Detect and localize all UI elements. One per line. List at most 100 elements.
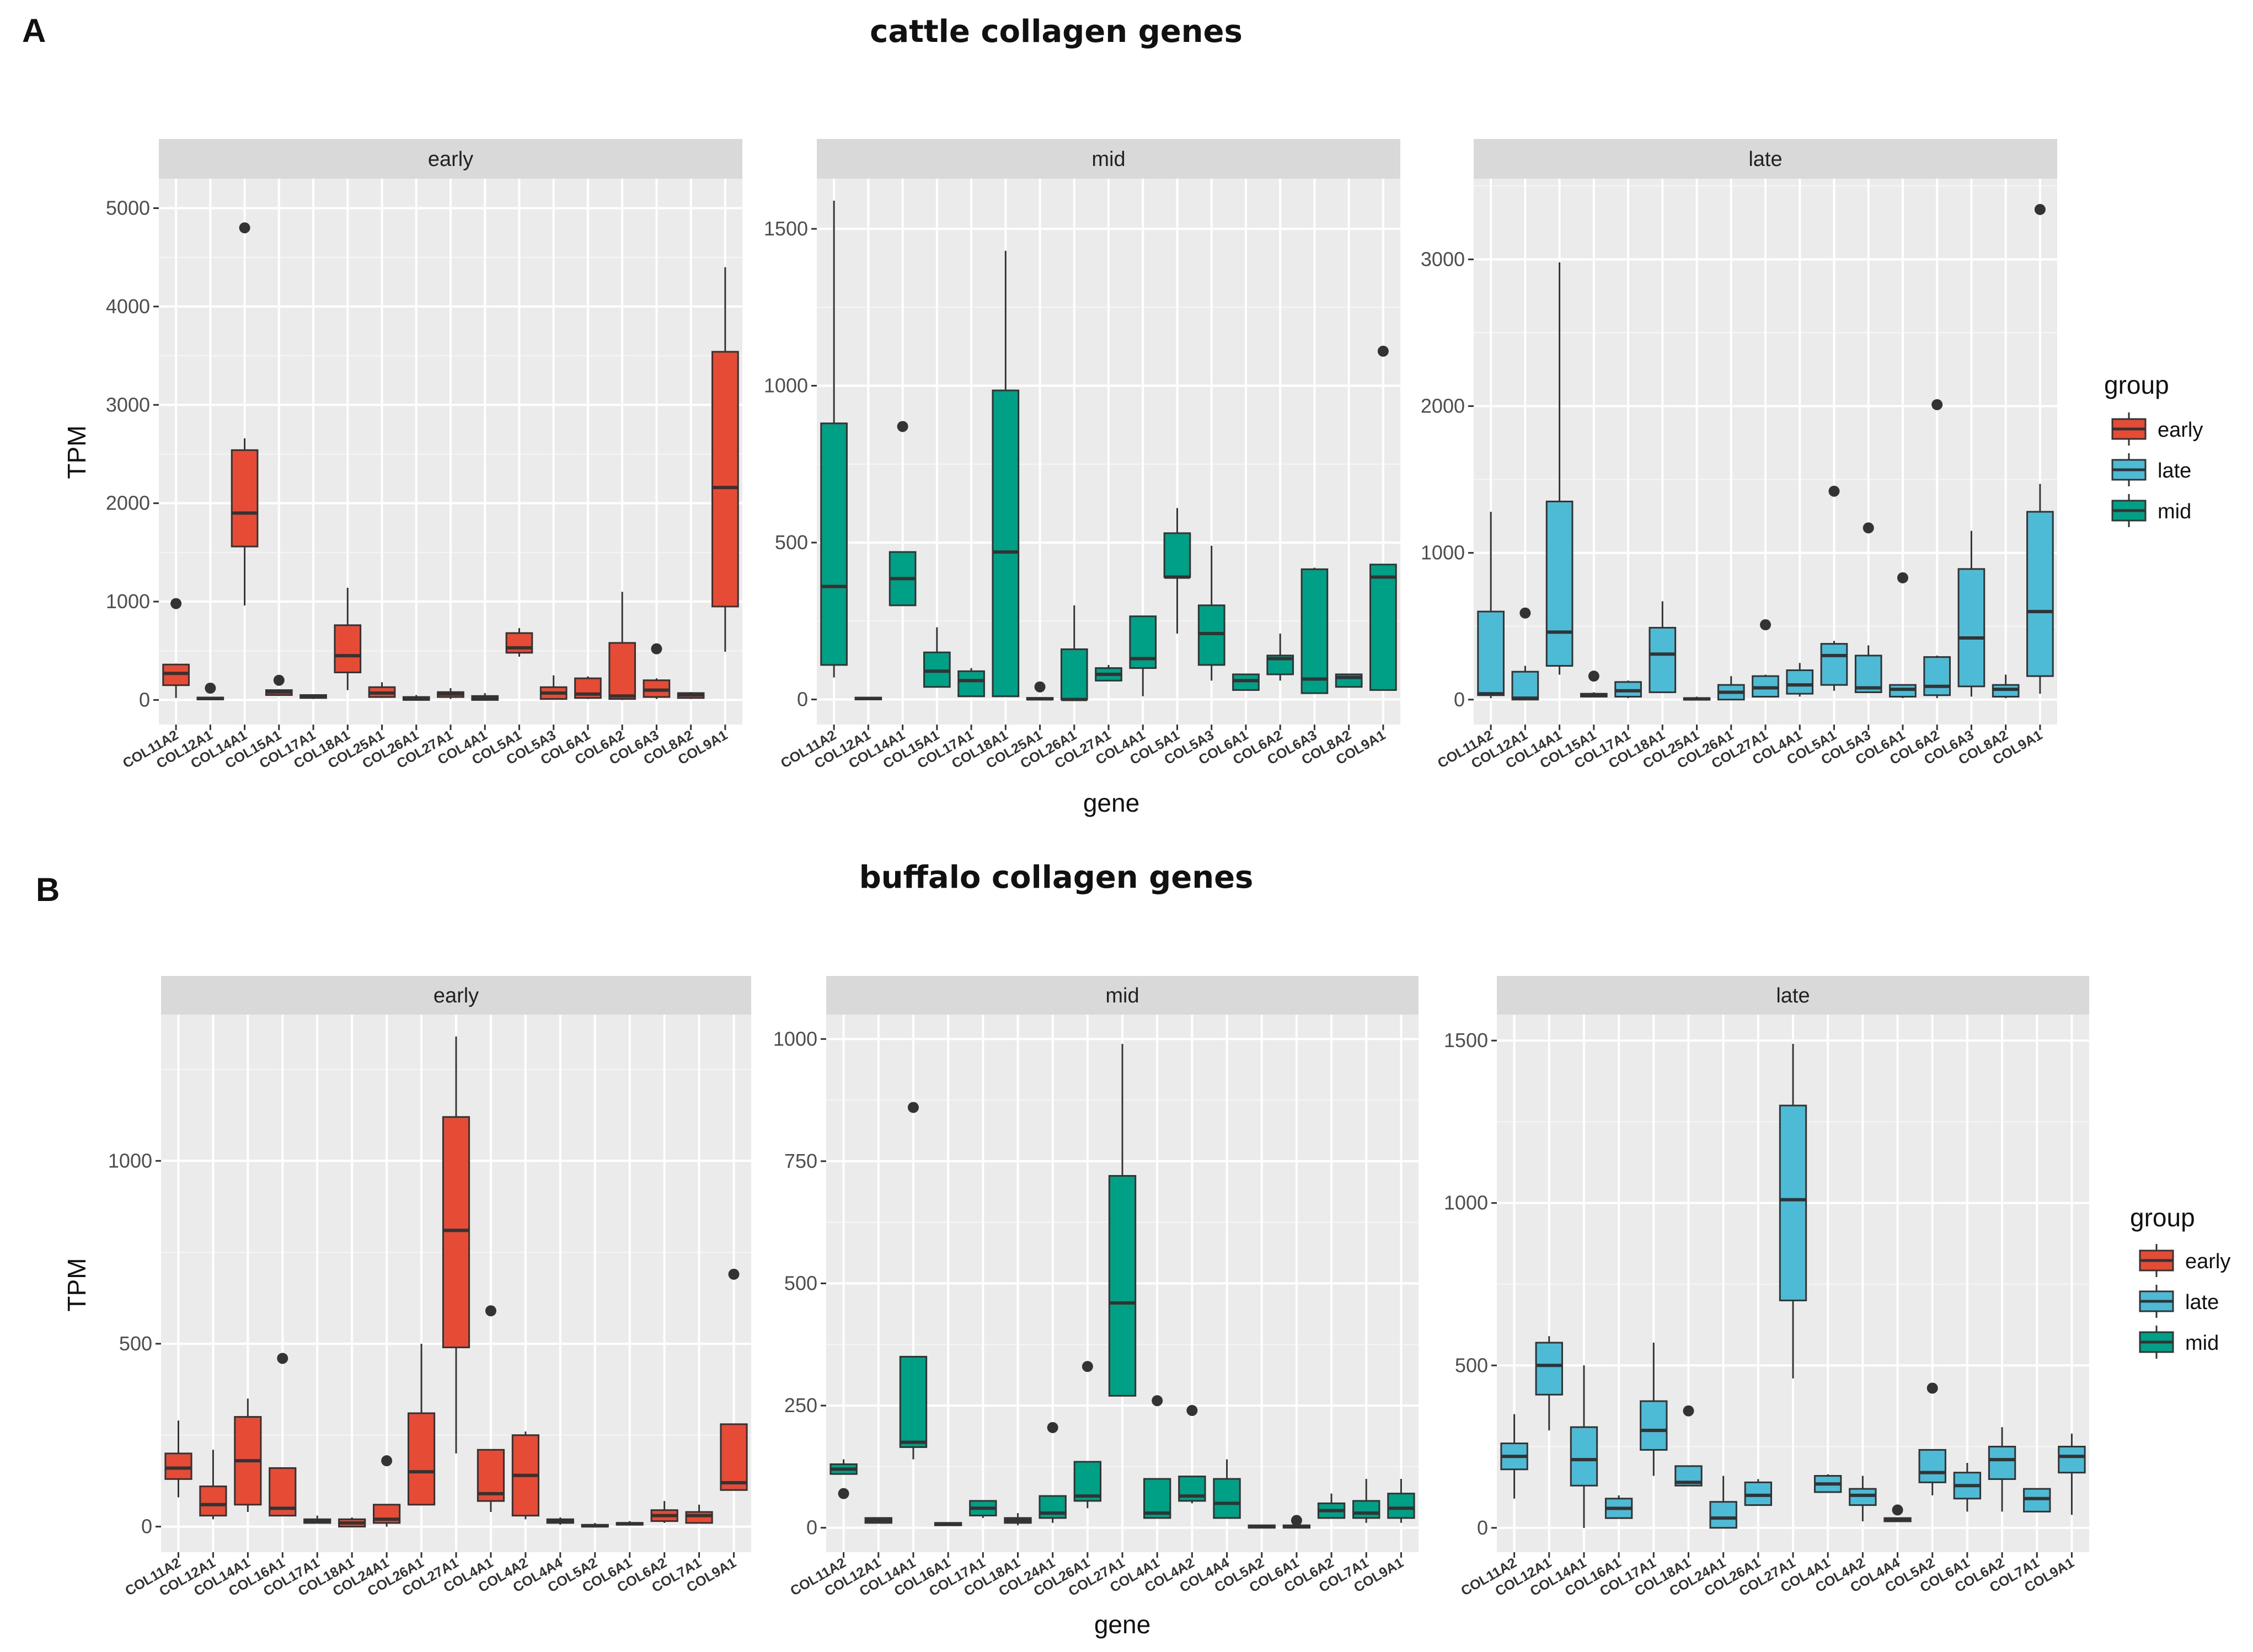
box-a-early-col27a1 [437,688,464,699]
legend-a: group early late mid [2104,371,2203,527]
box-a-early-col14a1 [231,222,259,606]
box-a-late-col9a1 [2026,203,2054,694]
y-tick-label: 1500 [764,217,808,240]
chart-title-b: buffalo collagen genes [859,860,1254,895]
y-tick-label: 500 [119,1332,152,1355]
outlier-point [1047,1422,1058,1433]
facet-cattle-mid: mid050010001500COL11A2COL12A1COL14A1COL1… [764,139,1400,771]
box-b-mid-col16a1 [934,1522,962,1526]
box-a-mid-col5a1 [1163,508,1191,634]
box-b-late-col26a1 [1744,1479,1773,1506]
box-b-mid-col4a2 [1178,1404,1206,1504]
box-a-early-col17a1 [299,694,327,699]
box-body [1301,568,1329,694]
box-b-early-col7a1 [685,1504,713,1524]
box-body [1854,655,1882,693]
box-b-mid-col14a1 [899,1102,928,1460]
box-body [1511,671,1539,701]
y-tick-label: 0 [1454,688,1465,711]
box-b-mid-col5a2 [1248,1524,1276,1529]
outlier-point [897,421,908,432]
x-axis-title-a: gene [1083,789,1139,817]
box-a-late-col26a1 [1717,676,1745,701]
y-tick-label: 250 [784,1394,817,1417]
outlier-point [485,1305,496,1317]
y-tick-label: 500 [784,1272,817,1295]
box-a-late-col6a3 [1957,530,1986,697]
box-a-early-col6a3 [643,643,671,699]
box-b-late-col12a1 [1535,1336,1563,1431]
box-body [505,632,533,654]
box-a-mid-col27a1 [1095,664,1122,682]
box-a-late-col5a1 [1820,485,1848,691]
box-body [1957,568,1986,688]
box-body [164,1452,192,1480]
box-body [1477,610,1505,696]
box-body [1709,1501,1737,1529]
facet-strip [1474,139,2057,179]
y-tick-label: 1000 [1444,1192,1488,1214]
box-body [1786,669,1814,695]
box-b-late-col27a1 [1779,1044,1807,1379]
outlier-point [1519,607,1531,619]
box-a-mid-col9a1 [1369,345,1397,691]
box-b-early-col4a2 [511,1431,539,1520]
outlier-point [381,1455,393,1467]
box-a-mid-col14a1 [889,421,917,607]
legend-label-early-b: early [2185,1250,2230,1273]
legend-label-early-a: early [2158,419,2203,442]
box-a-late-col25a1 [1683,696,1711,701]
panel-label-b: B [36,871,60,908]
box-a-mid-col6a1 [1232,673,1260,691]
legend-label-late-a: late [2158,459,2191,482]
box-body [720,1423,748,1491]
y-tick-label: 750 [784,1150,817,1172]
outlier-point [1588,671,1599,682]
y-tick-label: 1000 [773,1027,817,1050]
legend-key-mid-a: mid [2111,494,2191,527]
box-a-early-col4a1 [471,693,499,701]
box-a-late-col4a1 [1786,663,1814,697]
outlier-point [273,674,285,686]
panel-label-a: A [22,12,46,49]
box-b-mid-col27a1 [1108,1044,1137,1397]
box-b-mid-col11a2 [830,1459,858,1499]
box-body [1535,1342,1563,1396]
legend-key-late-b: late [2139,1285,2219,1318]
box-body [1918,1449,1946,1483]
legend-b: group early late mid [2130,1203,2230,1359]
box-a-early-col26a1 [402,695,430,701]
box-body [1545,500,1574,667]
facet-buffalo-late: late050010001500COL11A2COL12A1COL14A1COL… [1444,976,2089,1599]
legend-key-mid-b: mid [2139,1326,2219,1359]
box-b-mid-col12a1 [864,1517,892,1524]
box-a-mid-col6a2 [1266,634,1294,681]
box-b-late-col5a2 [1918,1382,1946,1495]
box-body [1988,1446,2016,1480]
outlier-point [1828,485,1840,497]
box-b-early-col9a1 [720,1268,748,1491]
box-a-late-col12a1 [1511,607,1539,701]
y-tick-label: 2000 [106,492,150,514]
box-a-early-col15a1 [265,674,293,696]
box-b-mid-col4a4 [1213,1459,1241,1519]
box-a-early-col11a2 [162,598,190,698]
box-body [1820,643,1848,686]
outlier-point [1926,1382,1938,1394]
facet-strip-label: mid [1105,984,1139,1007]
box-b-late-col7a1 [2023,1488,2051,1512]
y-tick-label: 0 [797,688,808,710]
box-a-early-col6a2 [608,592,636,700]
box-body [685,1511,713,1524]
box-b-early-col5a2 [581,1522,609,1528]
legend-label-mid-b: mid [2185,1332,2219,1355]
box-a-mid-col6a3 [1301,567,1329,694]
y-tick-label: 1000 [106,590,150,613]
facet-strip [159,139,742,179]
box-a-mid-col4a1 [1129,615,1157,696]
y-tick-label: 5000 [106,197,150,219]
box-b-early-col11a2 [164,1420,192,1498]
facet-strip [826,976,1419,1015]
box-b-late-col18a1 [1674,1405,1703,1487]
box-a-mid-col26a1 [1060,605,1088,701]
